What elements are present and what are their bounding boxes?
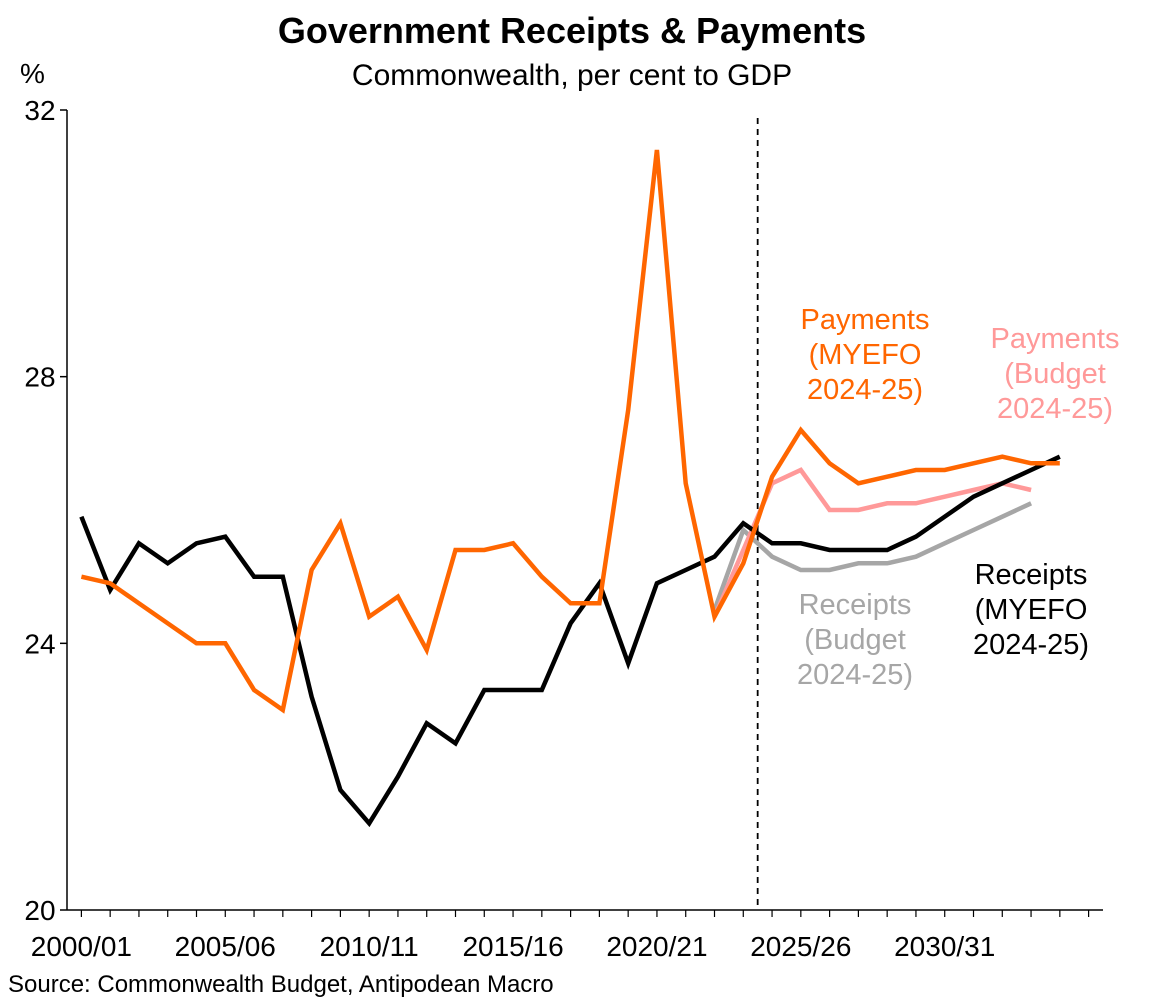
annotation-receipts-budget-2024-25: Receipts (Budget 2024-25) xyxy=(797,589,913,691)
annotation-payments-budget-2024-25: Payments (Budget 2024-25) xyxy=(991,323,1120,425)
y-tick-label-28: 28 xyxy=(24,362,55,393)
annotation-line: 2024-25) xyxy=(807,374,923,406)
annotation-line: (Budget xyxy=(1004,358,1106,390)
annotation-line: 2024-25) xyxy=(997,393,1113,425)
x-tick-label-2030-31: 2030/31 xyxy=(894,931,995,962)
x-tick-label-2015-16: 2015/16 xyxy=(462,931,563,962)
y-ticks xyxy=(60,109,67,911)
annotation-line: (MYEFO xyxy=(975,594,1088,626)
annotation-payments-myefo-2024-25: Payments (MYEFO 2024-25) xyxy=(801,304,930,406)
series-annotations: Payments (MYEFO 2024-25)Payments (Budget 202… xyxy=(797,304,1120,691)
annotation-line: Payments xyxy=(991,323,1120,355)
chart-subtitle: Commonwealth, per cent to GDP xyxy=(352,59,792,92)
series-lines xyxy=(79,149,1061,828)
y-tick-label-32: 32 xyxy=(24,95,55,126)
y-axis-unit-label: % xyxy=(20,58,45,89)
annotation-line: (MYEFO xyxy=(809,339,922,371)
series-line-receipts-myefo-2024-25 xyxy=(79,454,1061,828)
x-tick-label-2005-06: 2005/06 xyxy=(175,931,276,962)
source-note: Source: Commonwealth Budget, Antipodean … xyxy=(8,971,554,998)
annotation-receipts-myefo-2024-25: Receipts (MYEFO 2024-25) xyxy=(973,559,1089,661)
annotation-line: (Budget xyxy=(804,624,906,656)
annotation-line: 2024-25) xyxy=(797,659,913,691)
annotation-line: 2024-25) xyxy=(973,629,1089,661)
chart-title: Government Receipts & Payments xyxy=(278,10,866,51)
x-tick-labels: 2000/01 2005/06 2010/11 2015/16 2020/21 2025/… xyxy=(31,931,996,962)
series-line-receipts-budget-2024-25 xyxy=(712,501,1033,611)
x-ticks xyxy=(80,910,1090,917)
y-tick-labels: 20 24 28 32 xyxy=(24,95,55,926)
x-tick-label-2000-01: 2000/01 xyxy=(31,931,132,962)
x-tick-label-2010-11: 2010/11 xyxy=(320,931,419,962)
annotation-line: Payments xyxy=(801,304,930,336)
series-line-payments-myefo-2024-25 xyxy=(80,149,1060,714)
annotation-line: Receipts xyxy=(799,589,912,621)
y-tick-label-20: 20 xyxy=(24,895,55,926)
x-tick-label-2020-21: 2020/21 xyxy=(606,931,707,962)
annotation-line: Receipts xyxy=(975,559,1088,591)
x-tick-label-2025-26: 2025/26 xyxy=(750,931,851,962)
y-tick-label-24: 24 xyxy=(24,628,55,659)
